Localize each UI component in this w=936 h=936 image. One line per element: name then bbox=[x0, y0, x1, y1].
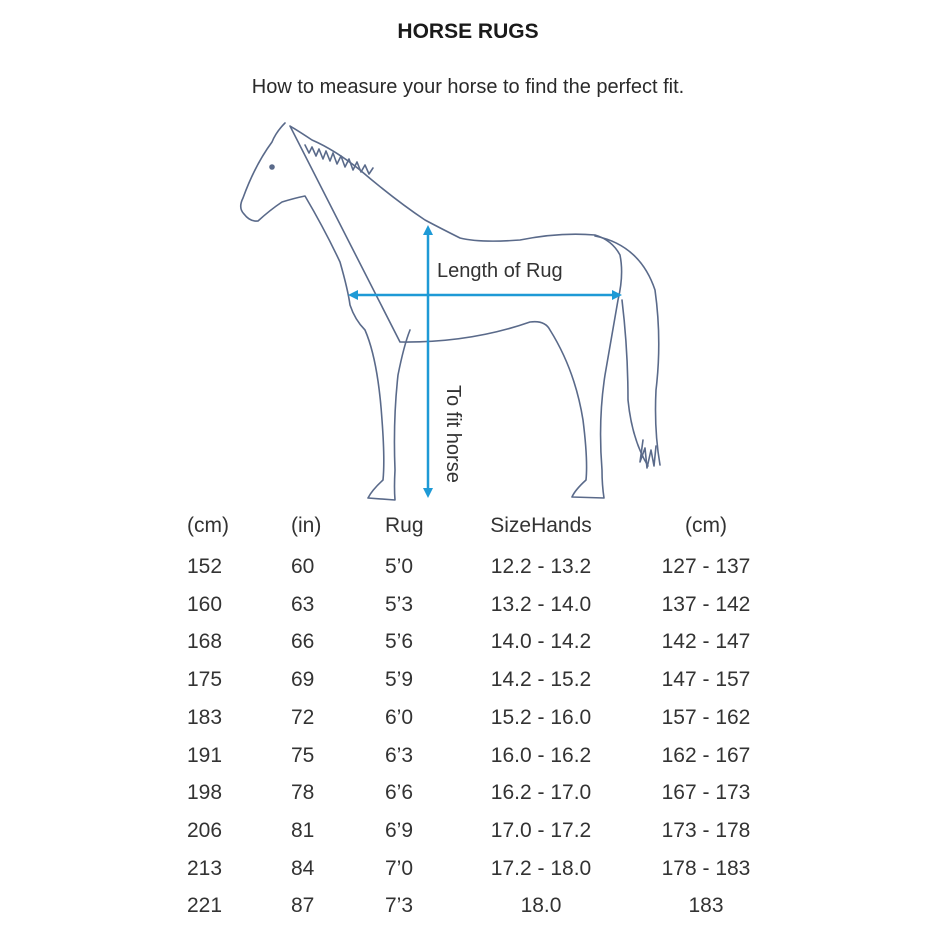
page-title: HORSE RUGS bbox=[397, 20, 539, 43]
table-cell: 206 bbox=[187, 818, 223, 842]
table-cell: 17.0 - 17.2 bbox=[490, 818, 592, 842]
table-cell: 5’3 bbox=[385, 592, 414, 616]
table-cell: 6’3 bbox=[385, 743, 414, 767]
arrowhead-bottom bbox=[423, 488, 433, 498]
table-cell: 198 bbox=[187, 781, 223, 805]
table-cell: 160 bbox=[187, 592, 223, 616]
table-cell: 15.2 - 16.0 bbox=[490, 705, 592, 729]
table-cell: 162 - 167 bbox=[661, 743, 751, 767]
table-cell: 17.2 - 18.0 bbox=[490, 856, 592, 880]
table-cell: 78 bbox=[291, 781, 315, 805]
table-cell: 221 bbox=[187, 894, 223, 918]
table-cell: 142 - 147 bbox=[661, 630, 751, 654]
table-cell: 7’3 bbox=[385, 894, 414, 918]
table-cell: 152 bbox=[187, 555, 223, 578]
table-row: 206 81 6’9 17.0 - 17.2 173 - 178 bbox=[0, 819, 936, 849]
table-row: 213 84 7’0 17.2 - 18.0 178 - 183 bbox=[0, 857, 936, 887]
table-cell: 63 bbox=[291, 592, 315, 616]
column-header: (cm) bbox=[685, 514, 727, 537]
table-cell: 191 bbox=[187, 743, 223, 767]
table-cell: 16.0 - 16.2 bbox=[490, 743, 592, 767]
table-cell: 87 bbox=[291, 894, 315, 918]
column-header: (cm) bbox=[187, 514, 229, 537]
table-cell: 5’0 bbox=[385, 555, 414, 578]
table-row: 198 78 6’6 16.2 - 17.0 167 - 173 bbox=[0, 781, 936, 811]
table-cell: 60 bbox=[291, 555, 315, 578]
column-header: (in) bbox=[291, 514, 322, 537]
table-cell: 6’9 bbox=[385, 818, 414, 842]
measurement-arrows bbox=[348, 225, 622, 498]
table-cell: 66 bbox=[291, 630, 315, 654]
table-row: 168 66 5’6 14.0 - 14.2 142 - 147 bbox=[0, 630, 936, 660]
table-cell: 6’6 bbox=[385, 781, 414, 805]
table-cell: 14.2 - 15.2 bbox=[490, 668, 592, 692]
table-cell: 69 bbox=[291, 668, 315, 692]
table-cell: 137 - 142 bbox=[661, 592, 751, 616]
table-row: 175 69 5’9 14.2 - 15.2 147 - 157 bbox=[0, 668, 936, 698]
table-row: 221 87 7’3 18.0 183 bbox=[0, 894, 936, 924]
table-cell: 16.2 - 17.0 bbox=[490, 781, 592, 805]
column-header: Rug bbox=[385, 514, 424, 537]
table-cell: 18.0 bbox=[520, 894, 562, 918]
table-cell: 175 bbox=[187, 668, 223, 692]
table-cell: 167 - 173 bbox=[661, 781, 751, 805]
table-header: (cm) (in) Rug SizeHands (cm) bbox=[0, 514, 936, 544]
table-cell: 168 bbox=[187, 630, 223, 654]
table-cell: 75 bbox=[291, 743, 315, 767]
table-cell: 72 bbox=[291, 705, 315, 729]
table-cell: 178 - 183 bbox=[661, 856, 751, 880]
arrowhead-left bbox=[348, 290, 358, 300]
table-cell: 13.2 - 14.0 bbox=[490, 592, 592, 616]
table-cell: 147 - 157 bbox=[661, 668, 751, 692]
table-cell: 157 - 162 bbox=[661, 705, 751, 729]
arrowhead-top bbox=[423, 225, 433, 235]
table-cell: 84 bbox=[291, 856, 315, 880]
table-row: 160 63 5’3 13.2 - 14.0 137 - 142 bbox=[0, 593, 936, 623]
to-fit-horse-label: To fit horse bbox=[442, 385, 464, 483]
table-cell: 14.0 - 14.2 bbox=[490, 630, 592, 654]
table-cell: 81 bbox=[291, 818, 315, 842]
length-of-rug-label: Length of Rug bbox=[437, 260, 563, 282]
table-cell: 12.2 - 13.2 bbox=[490, 555, 592, 578]
table-cell: 183 bbox=[688, 894, 724, 918]
table-cell: 5’6 bbox=[385, 630, 414, 654]
table-cell: 213 bbox=[187, 856, 223, 880]
table-cell: 5’9 bbox=[385, 668, 414, 692]
table-cell: 183 bbox=[187, 705, 223, 729]
table-row: 152 60 5’0 12.2 - 13.2 127 - 137 bbox=[0, 555, 936, 585]
column-header: SizeHands bbox=[490, 514, 592, 537]
table-cell: 173 - 178 bbox=[661, 818, 751, 842]
table-cell: 6’0 bbox=[385, 705, 414, 729]
horse-outline bbox=[239, 122, 661, 501]
table-row: 183 72 6’0 15.2 - 16.0 157 - 162 bbox=[0, 706, 936, 736]
table-row: 191 75 6’3 16.0 - 16.2 162 - 167 bbox=[0, 744, 936, 774]
table-cell: 127 - 137 bbox=[661, 555, 751, 578]
arrowhead-right bbox=[612, 290, 622, 300]
subtitle: How to measure your horse to find the pe… bbox=[251, 76, 685, 98]
table-cell: 7’0 bbox=[385, 856, 414, 880]
